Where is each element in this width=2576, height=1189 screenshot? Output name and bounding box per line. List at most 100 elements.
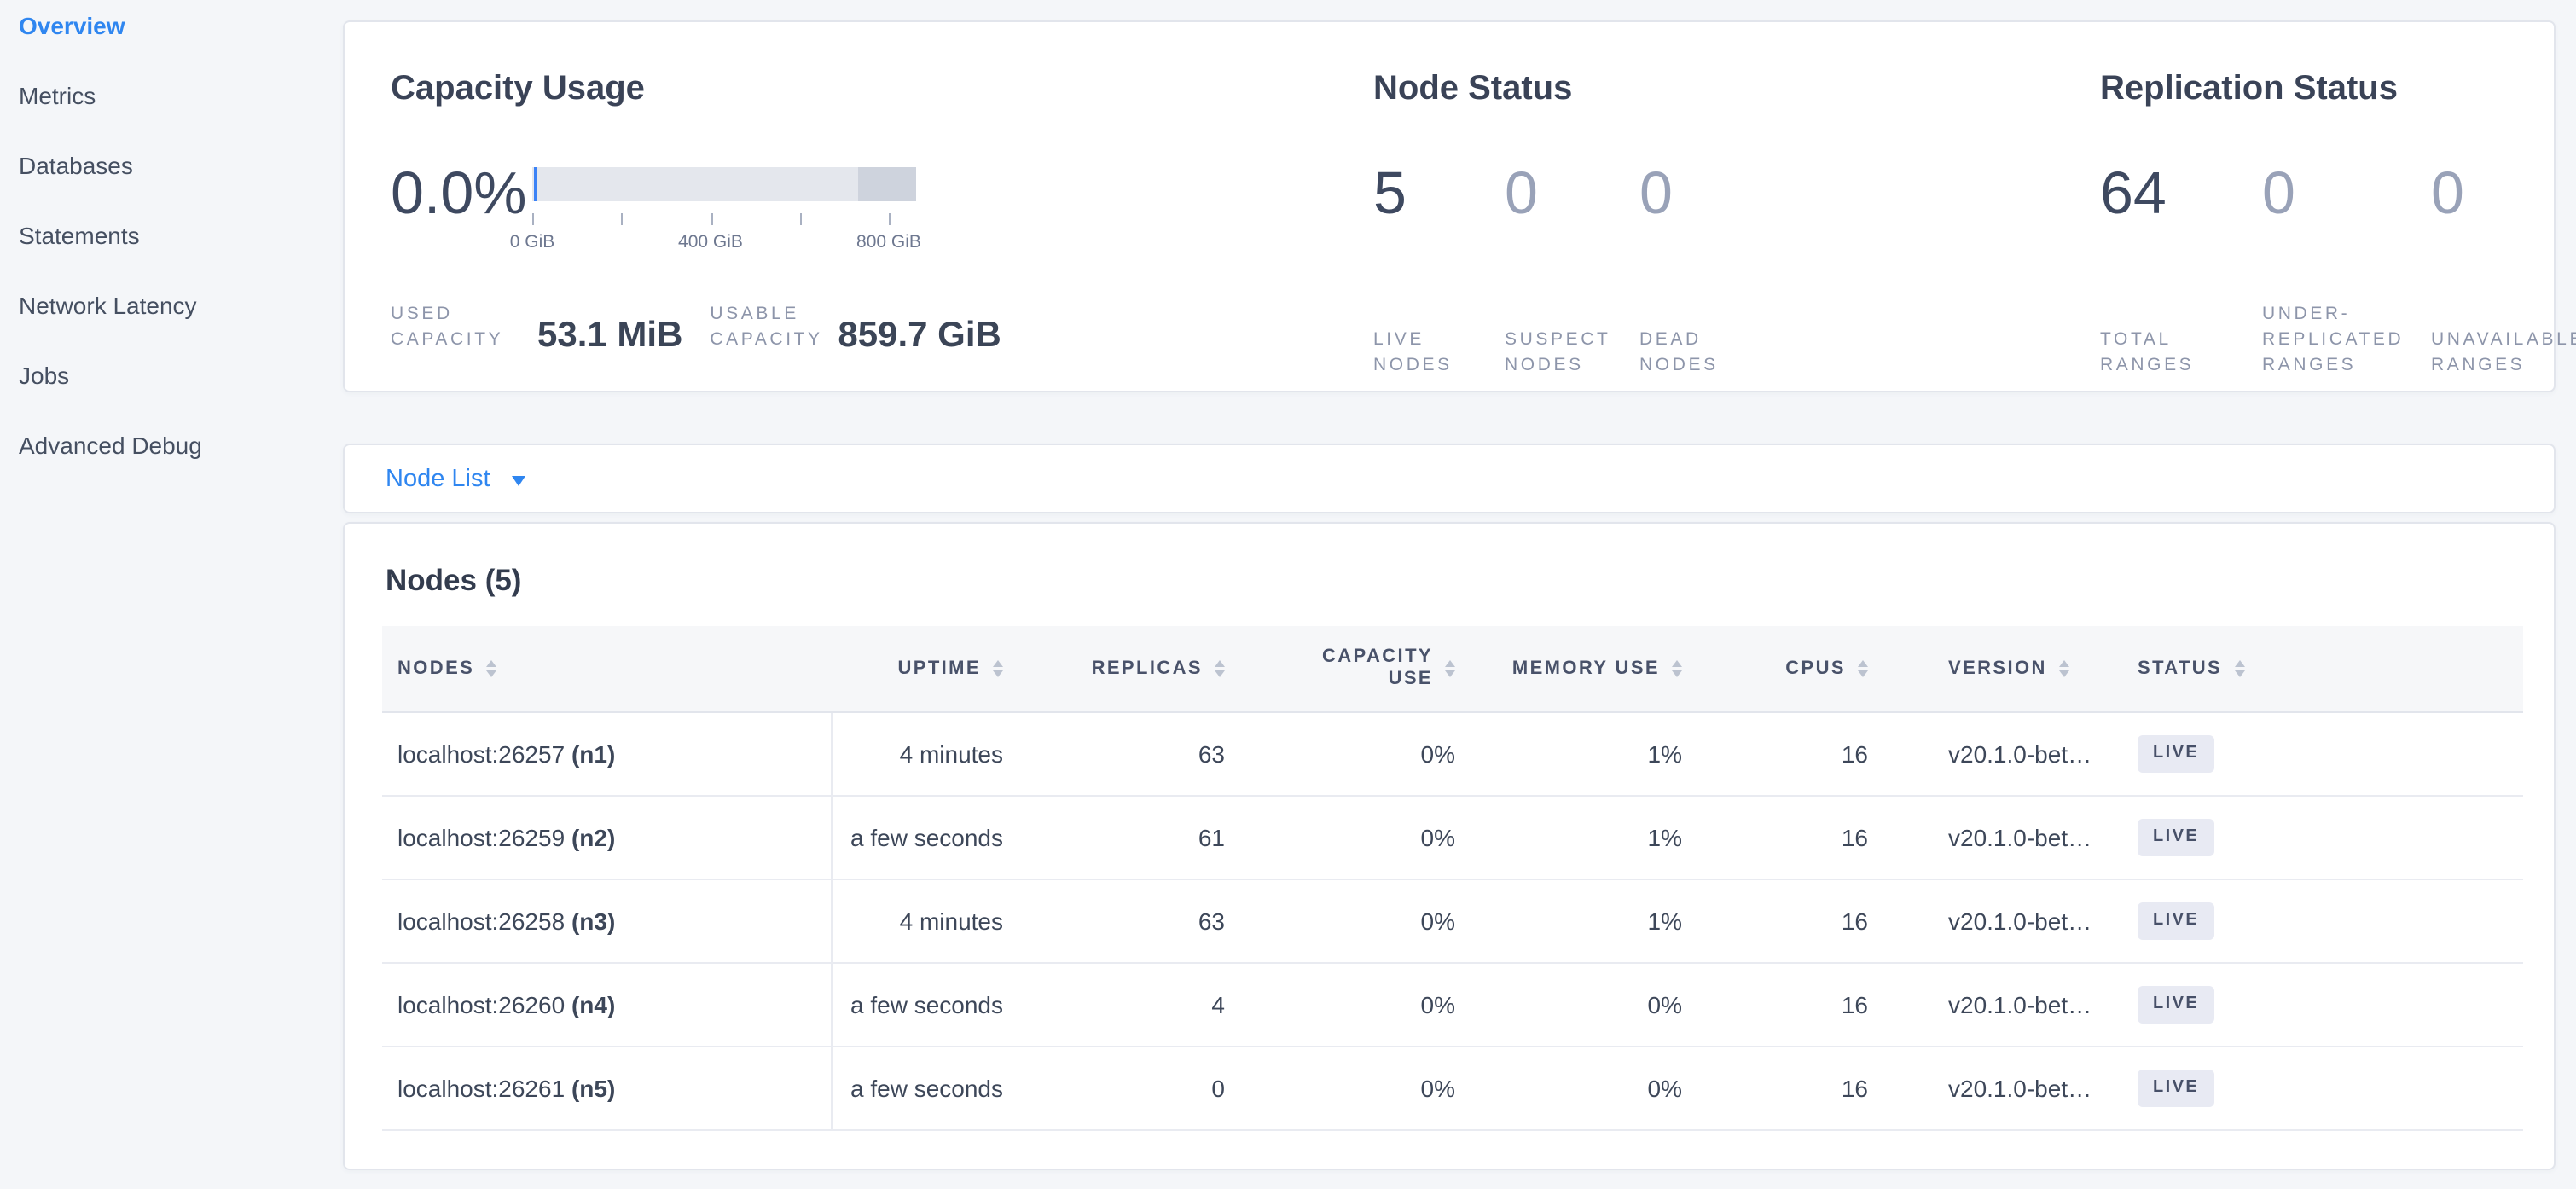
cell-capacity-use: 0%	[1239, 879, 1469, 963]
sort-icon	[1672, 659, 1682, 677]
suspect-nodes-value: 0	[1505, 160, 1538, 227]
status-badge: LIVE	[2138, 902, 2215, 939]
column-header-status[interactable]: STATUS	[2117, 626, 2523, 712]
sidebar-item-metrics[interactable]: Metrics	[19, 82, 96, 109]
cell-capacity-use: 0%	[1239, 1046, 1469, 1130]
capacity-bar-ticks	[532, 213, 891, 225]
node-list-dropdown-label: Node List	[386, 465, 490, 492]
sidebar-item-statements[interactable]: Statements	[19, 222, 140, 249]
cell-uptime: 4 minutes	[831, 711, 1017, 796]
capacity-usage-title: Capacity Usage	[391, 70, 645, 107]
table-row[interactable]: localhost:26261 (n5) a few seconds 0 0% …	[382, 1046, 2523, 1130]
cell-version: v20.1.0-bet…	[1882, 962, 2117, 1047]
cell-replicas: 4	[1017, 962, 1239, 1047]
table-row[interactable]: localhost:26258 (n3) 4 minutes 63 0% 1% …	[382, 879, 2523, 963]
cell-node-address: localhost:26260 (n4)	[382, 962, 832, 1047]
status-badge: LIVE	[2138, 985, 2215, 1023]
usable-capacity-value: 859.7 GiB	[838, 316, 1001, 355]
capacity-stats-row: USED CAPACITY 53.1 MiB USABLE CAPACITY 8…	[391, 302, 1001, 353]
sort-icon	[2234, 659, 2245, 677]
cell-replicas: 0	[1017, 1046, 1239, 1130]
used-capacity-value: 53.1 MiB	[537, 316, 683, 355]
node-id: (n1)	[571, 740, 616, 767]
tick-label-0gib: 0 GiB	[509, 232, 555, 252]
suspect-nodes-label: SUSPECT NODES	[1505, 329, 1611, 375]
node-list-bar: Node List	[345, 445, 2554, 512]
column-header-uptime[interactable]: UPTIME	[831, 626, 1017, 712]
sidebar-item-network-latency[interactable]: Network Latency	[19, 292, 197, 319]
live-nodes-label: LIVE NODES	[1373, 329, 1453, 375]
cell-uptime: a few seconds	[831, 1046, 1017, 1130]
stat-under-replicated-ranges: 0 UNDER-REPLICATED RANGES	[2262, 164, 2431, 379]
column-header-cpus[interactable]: CPUS	[1696, 626, 1882, 712]
sidebar-item-databases[interactable]: Databases	[19, 152, 133, 179]
cell-cpus: 16	[1696, 962, 1882, 1047]
cell-memory-use: 0%	[1469, 962, 1696, 1047]
replication-stats: 64 TOTAL RANGES 0 UNDER-REPLICATED RANGE…	[2100, 164, 2576, 379]
cell-version: v20.1.0-bet…	[1882, 795, 2117, 879]
usable-capacity-label: USABLE CAPACITY	[710, 304, 823, 350]
cell-uptime: a few seconds	[831, 795, 1017, 879]
cell-node-address: localhost:26259 (n2)	[382, 795, 832, 879]
cell-status: LIVE	[2117, 879, 2523, 963]
capacity-bar-track	[532, 167, 916, 201]
cell-status: LIVE	[2117, 711, 2523, 796]
cell-capacity-use: 0%	[1239, 795, 1469, 879]
sort-icon	[993, 659, 1003, 677]
table-row[interactable]: localhost:26260 (n4) a few seconds 4 0% …	[382, 962, 2523, 1047]
column-header-capacity-use[interactable]: CAPACITY USE	[1239, 626, 1469, 712]
cell-version: v20.1.0-bet…	[1882, 1046, 2117, 1130]
sidebar-item-jobs[interactable]: Jobs	[19, 362, 70, 389]
cell-cpus: 16	[1696, 879, 1882, 963]
node-id: (n3)	[571, 907, 616, 934]
cell-cpus: 16	[1696, 711, 1882, 796]
node-status-stats: 5 LIVE NODES 0 SUSPECT NODES 0 DEAD NODE…	[1373, 164, 1793, 379]
cell-status: LIVE	[2117, 962, 2523, 1047]
node-list-dropdown[interactable]: Node List	[386, 465, 526, 492]
cell-memory-use: 1%	[1469, 711, 1696, 796]
stat-live-nodes: 5 LIVE NODES	[1373, 164, 1505, 379]
column-header-replicas[interactable]: REPLICAS	[1017, 626, 1239, 712]
nodes-table-card: Nodes (5) NODES UPTIME RE	[343, 522, 2556, 1170]
table-header-row: NODES UPTIME REPLICAS CAPACITY USE	[382, 626, 2523, 712]
total-ranges-value: 64	[2100, 160, 2167, 227]
cell-memory-use: 1%	[1469, 879, 1696, 963]
node-id: (n4)	[571, 990, 616, 1018]
replication-status-panel: Replication Status 64 TOTAL RANGES 0 UND…	[2100, 22, 2576, 391]
total-ranges-label: TOTAL RANGES	[2100, 329, 2195, 375]
sort-icon	[2058, 659, 2069, 677]
table-row[interactable]: localhost:26257 (n1) 4 minutes 63 0% 1% …	[382, 711, 2523, 796]
sort-icon	[1858, 659, 1868, 677]
cell-capacity-use: 0%	[1239, 962, 1469, 1047]
capacity-bar-used-marker	[534, 167, 537, 201]
tick-label-800gib: 800 GiB	[856, 232, 921, 252]
sidebar-item-overview[interactable]: Overview	[19, 12, 125, 39]
dead-nodes-label: DEAD NODES	[1639, 329, 1719, 375]
cell-cpus: 16	[1696, 1046, 1882, 1130]
sort-icon	[1215, 659, 1225, 677]
under-replicated-ranges-value: 0	[2262, 160, 2295, 227]
cell-replicas: 63	[1017, 711, 1239, 796]
status-badge: LIVE	[2138, 1069, 2215, 1106]
tick-label-400gib: 400 GiB	[678, 232, 743, 252]
stat-suspect-nodes: 0 SUSPECT NODES	[1505, 164, 1639, 379]
cell-node-address: localhost:26257 (n1)	[382, 711, 832, 796]
column-header-memory-use[interactable]: MEMORY USE	[1469, 626, 1696, 712]
cell-capacity-use: 0%	[1239, 711, 1469, 796]
stat-unavailable-ranges: 0 UNAVAILABLE RANGES	[2431, 164, 2576, 379]
table-row[interactable]: localhost:26259 (n2) a few seconds 61 0%…	[382, 795, 2523, 879]
cell-cpus: 16	[1696, 795, 1882, 879]
sidebar: Overview Metrics Databases Statements Ne…	[0, 0, 343, 1189]
column-header-nodes[interactable]: NODES	[382, 626, 831, 712]
unavailable-ranges-label: UNAVAILABLE RANGES	[2431, 329, 2576, 375]
sidebar-item-advanced-debug[interactable]: Advanced Debug	[19, 432, 202, 459]
cell-version: v20.1.0-bet…	[1882, 879, 2117, 963]
dead-nodes-value: 0	[1639, 160, 1673, 227]
capacity-bar-reserved-segment	[858, 167, 916, 201]
used-capacity-label: USED CAPACITY	[391, 304, 504, 350]
cell-replicas: 63	[1017, 879, 1239, 963]
sort-icon	[486, 659, 497, 677]
column-header-version[interactable]: VERSION	[1882, 626, 2117, 712]
live-nodes-value: 5	[1373, 160, 1407, 227]
